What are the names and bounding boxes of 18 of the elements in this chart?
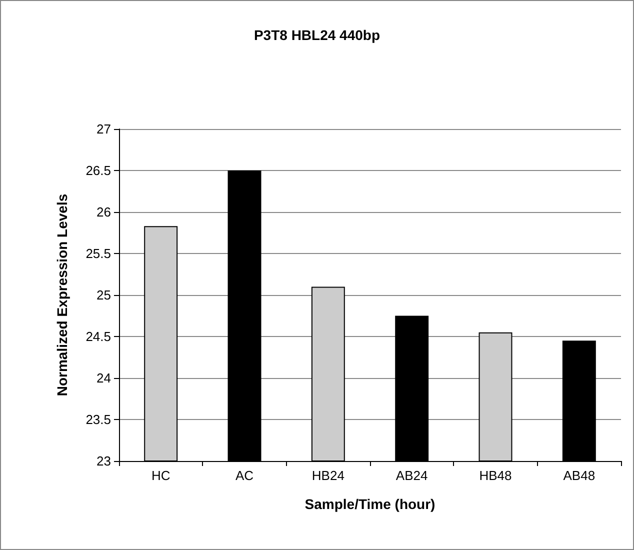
y-axis-title: Normalized Expression Levels [54, 194, 70, 396]
y-tick-label: 26.5 [86, 163, 111, 178]
chart-title: P3T8 HBL24 440bp [254, 27, 380, 43]
x-tick-label: HB48 [479, 468, 512, 483]
y-tick-label: 27 [96, 122, 111, 136]
y-tick-label: 24.5 [86, 329, 111, 344]
x-tick-label: AB48 [563, 468, 596, 483]
x-tick-label: AC [235, 468, 254, 483]
y-tick-label: 24 [96, 370, 111, 386]
x-tick-label: AB24 [396, 468, 428, 483]
y-tick-label: 26 [96, 204, 111, 220]
x-axis-title: Sample/Time (hour) [304, 496, 436, 512]
x-tick-label: HB24 [312, 468, 344, 483]
x-tick-label: HC [151, 468, 170, 483]
y-tick-label: 25 [96, 288, 111, 302]
y-tick-label: 25.5 [86, 246, 111, 261]
y-tick-label: 23.5 [86, 412, 111, 427]
y-tick-label: 23 [96, 454, 111, 468]
